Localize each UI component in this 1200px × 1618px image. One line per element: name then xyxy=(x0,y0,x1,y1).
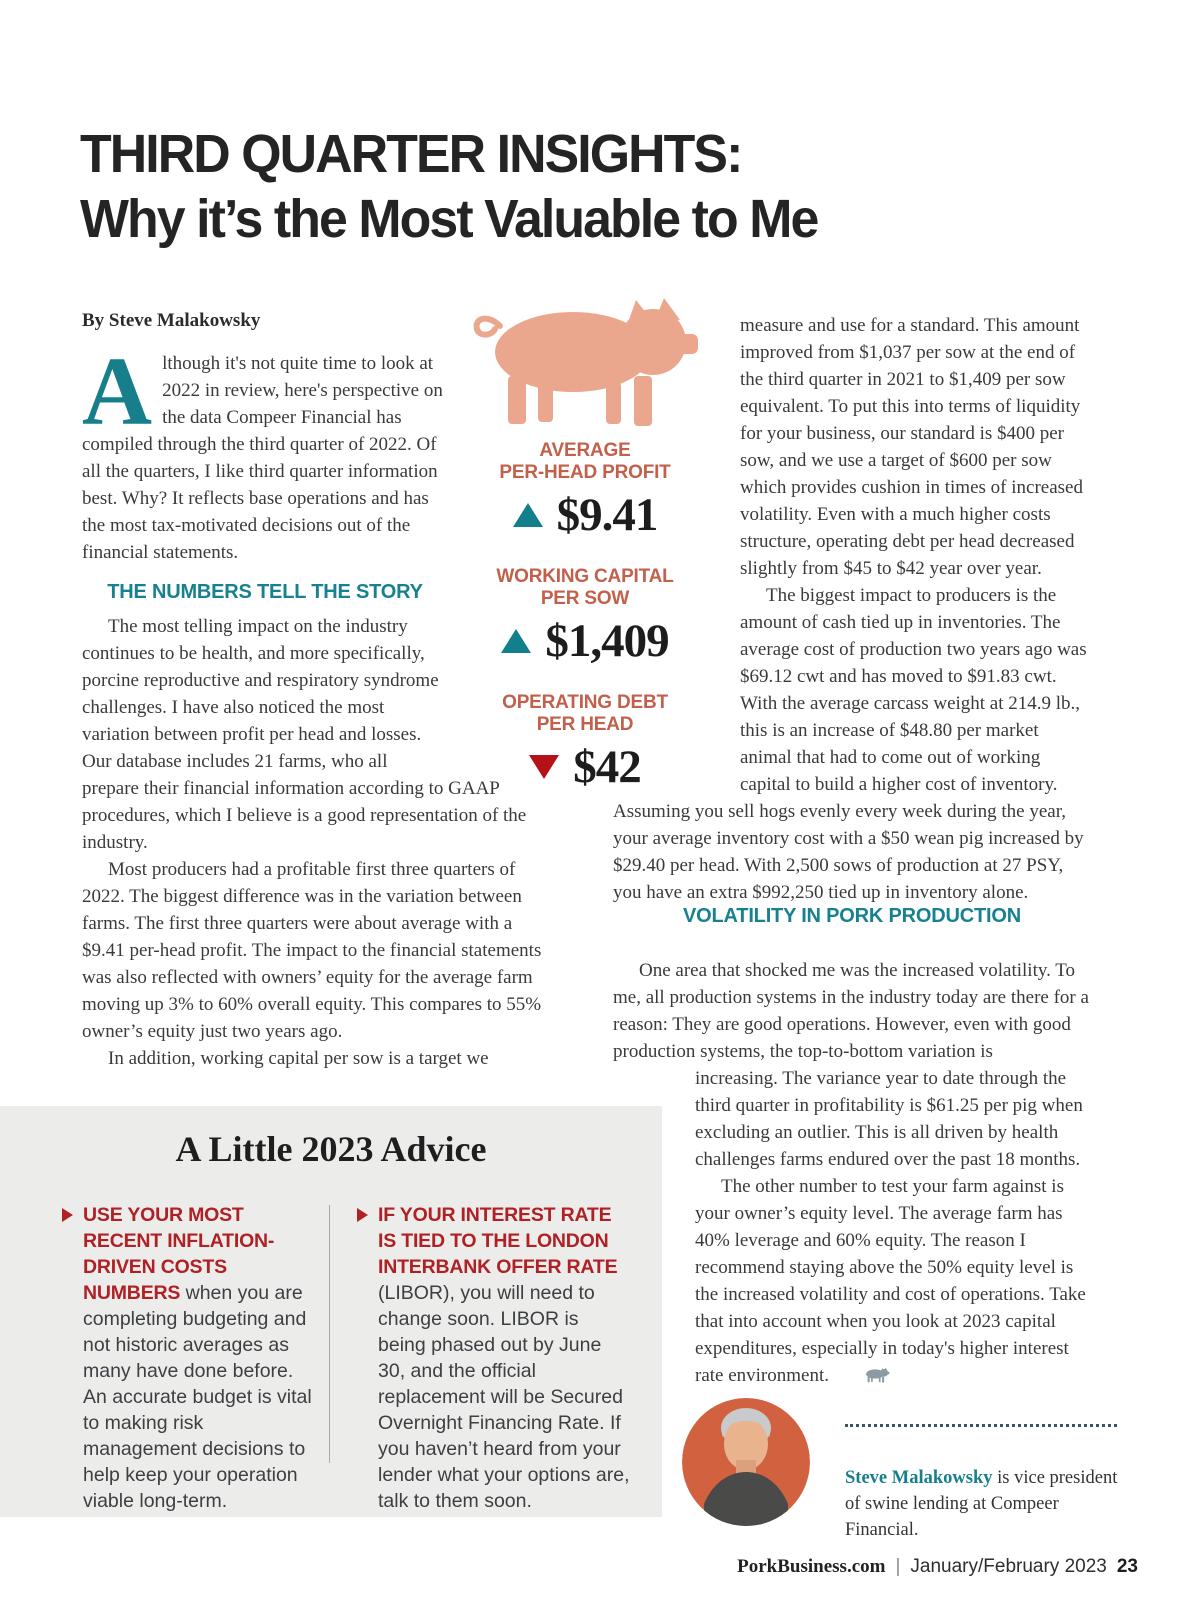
page-title-line2: Why it’s the Most Valuable to Me xyxy=(80,189,819,249)
stats-panel: AVERAGE PER-HEAD PROFIT $9.41 WORKING CA… xyxy=(455,292,715,818)
trend-up-icon xyxy=(512,503,543,527)
author-bio: Steve Malakowsky is vice president of sw… xyxy=(845,1465,1135,1543)
intro-text: lthough it's not quite time to look at 2… xyxy=(82,353,443,563)
trend-down-icon xyxy=(529,755,560,779)
advice-item: USE YOUR MOST RECENT INFLATION-DRIVEN CO… xyxy=(62,1202,315,1514)
stat-label: PER HEAD xyxy=(536,714,634,735)
volatility-paragraph-1b: increasing. The variance year to date th… xyxy=(695,1068,1083,1170)
pig-endmark-icon xyxy=(837,1364,890,1383)
stat-value: $9.41 xyxy=(556,489,659,541)
stats-wrap-spacer xyxy=(613,312,740,780)
numbers-paragraph-2: Most producers had a profitable first th… xyxy=(82,859,542,1042)
numbers-paragraph-1: The most telling impact on the industry … xyxy=(82,616,527,853)
stat-value: $1,409 xyxy=(545,615,669,667)
footer-issue: January/February 2023 xyxy=(910,1556,1107,1577)
stat-item: AVERAGE PER-HEAD PROFIT $9.41 xyxy=(455,440,715,542)
footer-site: PorkBusiness.com xyxy=(737,1556,886,1577)
advice-box: A Little 2023 Advice USE YOUR MOST RECEN… xyxy=(0,1106,662,1517)
page-title-line1: THIRD QUARTER INSIGHTS: xyxy=(80,124,743,184)
advice-column-divider xyxy=(329,1205,330,1463)
footer-page-number: 23 xyxy=(1116,1556,1138,1577)
stat-label: OPERATING DEBT xyxy=(502,692,668,713)
stat-label: WORKING CAPITAL xyxy=(496,566,674,587)
footer-separator: | xyxy=(895,1556,901,1577)
author-photo xyxy=(682,1398,810,1526)
dotted-divider xyxy=(845,1424,1117,1427)
stat-item: OPERATING DEBT PER HEAD $42 xyxy=(455,692,715,794)
author-name: Steve Malakowsky xyxy=(845,1467,993,1488)
advice-item: IF YOUR INTEREST RATE IS TIED TO THE LON… xyxy=(357,1202,630,1514)
pig-illustration-icon xyxy=(468,292,703,430)
advice-text: when you are completing budgeting and no… xyxy=(83,1282,312,1512)
right-paragraph-1: measure and use for a standard. This amo… xyxy=(740,315,1083,579)
right-paragraph-2: The biggest impact to producers is the a… xyxy=(613,585,1087,903)
author-bio-text: is vice president of swine lending at Co… xyxy=(845,1467,1118,1540)
advice-text: (LIBOR), you will need to change soon. L… xyxy=(378,1282,630,1512)
bullet-triangle-icon xyxy=(62,1208,73,1222)
stat-item: WORKING CAPITAL PER SOW $1,409 xyxy=(455,566,715,668)
bullet-triangle-icon xyxy=(357,1208,368,1222)
stat-label: PER SOW xyxy=(540,588,630,609)
section-heading-volatility: VOLATILITY IN PORK PRODUCTION xyxy=(683,905,1021,927)
stat-value: $42 xyxy=(573,741,641,793)
stat-label: AVERAGE xyxy=(539,440,631,461)
section-heading-numbers: THE NUMBERS TELL THE STORY xyxy=(107,581,423,603)
advice-title: A Little 2023 Advice xyxy=(175,1129,487,1169)
volatility-paragraph-1a: One area that shocked me was the increas… xyxy=(613,960,1089,1062)
stat-label: PER-HEAD PROFIT xyxy=(499,462,671,483)
trend-up-icon xyxy=(501,629,532,653)
advice-lead: IF YOUR INTEREST RATE IS TIED TO THE LON… xyxy=(378,1204,618,1278)
right-column: measure and use for a standard. This amo… xyxy=(613,312,1091,906)
volatility-paragraph-2: The other number to test your farm again… xyxy=(695,1173,1091,1389)
volatility-paragraph-2-text: The other number to test your farm again… xyxy=(695,1176,1086,1386)
page-title: THIRD QUARTER INSIGHTS: Why it’s the Mos… xyxy=(80,122,819,252)
drop-cap: A xyxy=(82,338,153,445)
byline: By Steve Malakowsky xyxy=(82,310,261,331)
page-footer: PorkBusiness.com | January/February 2023… xyxy=(737,1556,1138,1578)
numbers-paragraph-3: In addition, working capital per sow is … xyxy=(108,1048,489,1069)
advice-lead: USE YOUR MOST RECENT INFLATION-DRIVEN CO… xyxy=(83,1204,275,1304)
